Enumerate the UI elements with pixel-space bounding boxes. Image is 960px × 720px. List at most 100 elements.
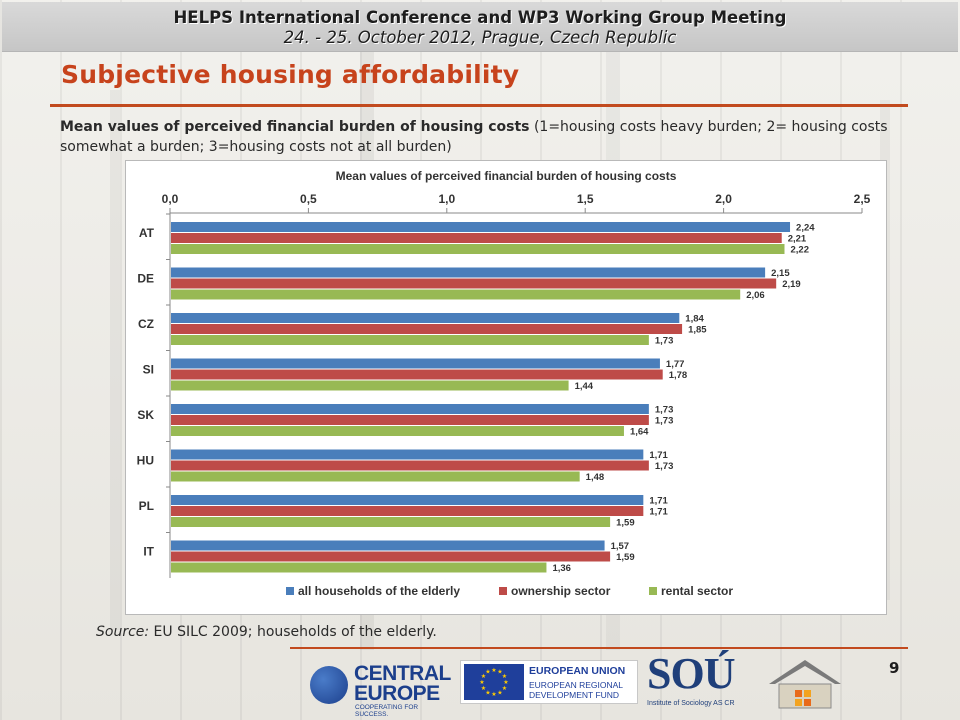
title-divider <box>50 104 908 107</box>
slide-title: Subjective housing affordability <box>61 60 520 89</box>
bar-value-label: 1,85 <box>688 325 707 336</box>
bar-value-label: 1,64 <box>630 427 649 438</box>
bar-value-label: 1,71 <box>649 507 668 518</box>
conference-title: HELPS International Conference and WP3 W… <box>173 8 787 27</box>
bar <box>171 222 791 232</box>
bar <box>171 267 766 278</box>
bar <box>171 460 649 471</box>
bar <box>171 358 660 369</box>
x-tick-label: 2,5 <box>854 192 871 206</box>
bar-value-label: 1,59 <box>616 518 635 529</box>
svg-text:★: ★ <box>502 673 507 680</box>
category-label: CZ <box>138 317 154 331</box>
bar <box>171 495 644 505</box>
bar-value-label: 1,78 <box>669 370 688 381</box>
background-figure <box>880 100 930 600</box>
svg-text:★: ★ <box>485 690 490 697</box>
legend-label: rental sector <box>661 584 733 598</box>
svg-text:★: ★ <box>502 685 507 692</box>
bar-value-label: 2,22 <box>790 245 809 256</box>
chart-title: Mean values of perceived financial burde… <box>336 169 677 183</box>
source-note: Source: EU SILC 2009; households of the … <box>96 624 437 640</box>
x-tick-label: 2,0 <box>715 192 732 206</box>
bar <box>171 562 547 573</box>
svg-text:★: ★ <box>479 679 484 686</box>
bar-value-label: 1,71 <box>649 496 668 507</box>
bar <box>171 244 785 254</box>
bar-value-label: 1,73 <box>655 405 674 416</box>
bar-value-label: 1,36 <box>552 563 571 574</box>
bar <box>171 540 605 551</box>
bar-value-label: 1,44 <box>575 381 594 392</box>
soc-caption: Institute of Sociology AS CR <box>647 700 735 707</box>
subtitle-rest: (1=housing costs heavy burden; 2= housin… <box>60 119 888 155</box>
svg-text:★: ★ <box>497 690 502 697</box>
category-label: IT <box>143 545 154 559</box>
bar-value-label: 1,59 <box>616 552 635 563</box>
bar-value-label: 1,77 <box>666 359 685 370</box>
x-tick-label: 1,5 <box>577 192 594 206</box>
svg-text:★: ★ <box>491 667 496 674</box>
legend-swatch <box>649 587 657 595</box>
x-tick-label: 0,0 <box>162 192 179 206</box>
bar-value-label: 1,57 <box>611 541 630 552</box>
bar <box>171 517 611 527</box>
central-europe-line1: CENTRAL <box>354 662 451 685</box>
bar <box>171 324 683 334</box>
eu-logo: ★ ★ ★ ★ ★ ★ ★ ★ ★ ★ ★ ★ EUROPEAN UNION EUROPEAN R… <box>460 660 638 704</box>
bar <box>171 335 649 345</box>
bar-value-label: 2,19 <box>782 279 801 290</box>
bar <box>171 415 649 425</box>
central-europe-logo: CENTRAL EUROPE COOPERATING FOR SUCCESS. <box>310 660 451 718</box>
background-figure <box>40 90 120 630</box>
svg-text:★: ★ <box>491 691 496 698</box>
soc-mark: SOÚ <box>647 649 735 698</box>
bar-value-label: 1,48 <box>586 472 605 483</box>
x-tick-label: 1,0 <box>438 192 455 206</box>
source-label: Source: <box>96 624 150 640</box>
bar <box>171 369 663 380</box>
bar <box>171 289 741 300</box>
eu-flag-icon: ★ ★ ★ ★ ★ ★ ★ ★ ★ ★ ★ ★ <box>464 664 524 700</box>
seh-house-logo <box>765 656 843 710</box>
category-label: SI <box>143 363 154 377</box>
svg-text:★: ★ <box>481 685 486 692</box>
bar <box>171 426 624 436</box>
bar-value-label: 1,73 <box>655 461 674 472</box>
central-europe-line2: EUROPE <box>354 682 440 705</box>
category-label: SK <box>137 408 154 422</box>
bar <box>171 551 611 562</box>
bar <box>171 471 580 482</box>
bar-value-label: 1,73 <box>655 416 674 427</box>
svg-text:★: ★ <box>497 669 502 676</box>
legend-label: all households of the elderly <box>298 584 460 598</box>
bar-value-label: 2,24 <box>796 223 815 234</box>
conference-date-place: 24. - 25. October 2012, Prague, Czech Re… <box>283 28 677 47</box>
bar <box>171 449 644 460</box>
legend-label: ownership sector <box>511 584 611 598</box>
house-icon <box>769 660 841 709</box>
bar <box>171 313 680 323</box>
bar <box>171 506 644 516</box>
x-tick-label: 0,5 <box>300 192 317 206</box>
svg-text:★: ★ <box>485 669 490 676</box>
bar <box>171 278 777 289</box>
category-label: AT <box>139 226 155 240</box>
slide-subtitle: Mean values of perceived financial burde… <box>60 117 910 157</box>
central-europe-tagline: COOPERATING FOR SUCCESS. <box>355 704 419 718</box>
bar-value-label: 2,21 <box>788 234 807 245</box>
footer-divider <box>290 647 908 649</box>
bar-value-label: 2,06 <box>746 290 765 301</box>
conference-header: HELPS International Conference and WP3 W… <box>2 2 958 52</box>
eu-line2: EUROPEAN REGIONAL <box>529 680 623 690</box>
svg-text:★: ★ <box>503 679 508 686</box>
bar <box>171 404 649 414</box>
eu-line1: EUROPEAN UNION <box>529 665 626 677</box>
chart-frame: Mean values of perceived financial burde… <box>125 160 887 615</box>
footer-logos: CENTRAL EUROPE COOPERATING FOR SUCCESS. … <box>300 649 860 718</box>
legend-swatch <box>499 587 507 595</box>
bar <box>171 380 569 391</box>
category-label: PL <box>139 499 154 513</box>
bar-value-label: 1,73 <box>655 336 674 347</box>
bar-value-label: 1,71 <box>649 450 668 461</box>
